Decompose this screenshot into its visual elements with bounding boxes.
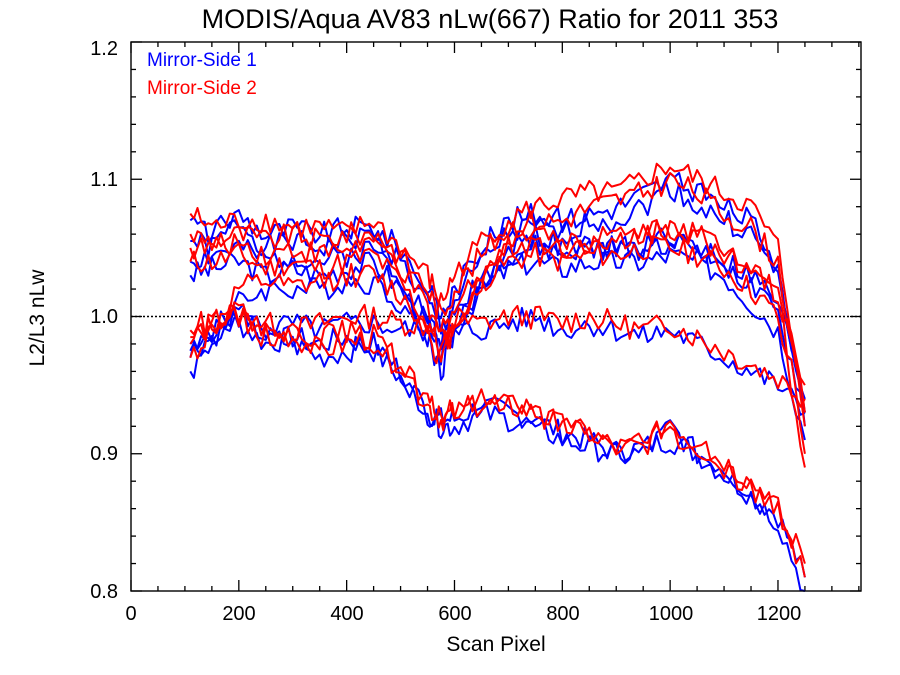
x-tick-label: 0 <box>125 603 136 625</box>
axis-ticks <box>130 41 861 592</box>
plot-frame <box>130 41 862 592</box>
series-line-mirror-side-1 <box>189 307 806 592</box>
x-tick-label: 400 <box>330 603 363 625</box>
series-line-mirror-side-2 <box>189 303 806 408</box>
series-line-mirror-side-2 <box>190 301 806 578</box>
legend-label-mirror-side-1: Mirror-Side 1 <box>147 50 257 71</box>
x-tick-label: 200 <box>222 603 255 625</box>
y-tick-label: 0.9 <box>90 443 118 465</box>
legend: Mirror-Side 1 Mirror-Side 2 <box>147 50 257 99</box>
y-tick-label: 1.0 <box>90 306 118 328</box>
series-line-mirror-side-2 <box>189 162 806 413</box>
y-tick-labels: 0.8 0.9 1.0 1.1 1.2 <box>90 38 118 603</box>
series-line-mirror-side-1 <box>190 180 806 413</box>
legend-label-mirror-side-2: Mirror-Side 2 <box>147 78 257 99</box>
series-line-mirror-side-1 <box>189 316 806 578</box>
x-tick-label: 600 <box>438 603 471 625</box>
x-tick-labels: 0 200 400 600 800 1000 1200 <box>125 603 801 625</box>
x-axis-label: Scan Pixel <box>446 633 545 656</box>
series-line-mirror-side-2 <box>189 235 806 468</box>
x-tick-label: 1200 <box>757 603 802 625</box>
series-lines <box>189 162 806 592</box>
y-axis-label: L2/L3 nLw <box>26 269 49 367</box>
series-line-mirror-side-2 <box>189 219 806 386</box>
series-line-mirror-side-2 <box>189 304 806 564</box>
y-tick-label: 1.1 <box>90 169 118 191</box>
y-tick-label: 0.8 <box>90 581 118 603</box>
x-tick-label: 800 <box>546 603 579 625</box>
chart-title: MODIS/Aqua AV83 nLw(667) Ratio for 2011 … <box>202 4 779 34</box>
series-line-mirror-side-2 <box>189 172 806 427</box>
y-tick-label: 1.2 <box>90 38 118 60</box>
x-tick-label: 1000 <box>649 603 694 625</box>
